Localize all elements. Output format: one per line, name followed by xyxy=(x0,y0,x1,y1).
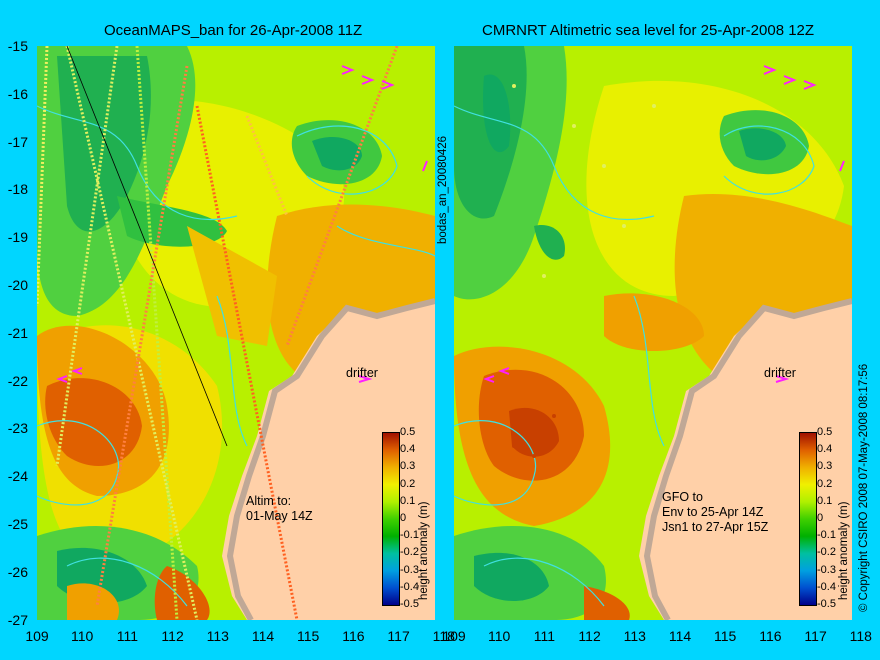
y-tick-label: -27 xyxy=(7,611,28,628)
x-tick-label: 109 xyxy=(442,628,466,644)
x-tick-label: 113 xyxy=(623,628,646,644)
y-tick-label: -18 xyxy=(7,181,28,198)
colorbar-tick-label: -0.5 xyxy=(400,598,419,610)
colorbar-tick-label: 0.1 xyxy=(817,494,833,507)
x-tick-label: 115 xyxy=(714,628,737,644)
y-tick-label: -23 xyxy=(7,420,28,437)
right-colorbar-label: height anomaly (m) xyxy=(838,501,850,600)
x-tick-label: 117 xyxy=(387,628,410,644)
left-map-panel xyxy=(37,46,435,620)
colorbar-tick-label: 0.4 xyxy=(400,443,416,456)
y-tick-label: -24 xyxy=(7,468,28,485)
y-tick-label: -26 xyxy=(7,563,28,580)
colorbar-tick-label: 0.2 xyxy=(817,477,833,490)
colorbar-tick-label: 0.3 xyxy=(400,460,416,473)
x-tick-label: 111 xyxy=(533,628,556,644)
x-tick-label: 113 xyxy=(206,628,229,644)
x-tick-label: 114 xyxy=(251,628,275,644)
colorbar-tick-label: 0.5 xyxy=(400,426,416,438)
x-tick-label: 115 xyxy=(297,628,320,644)
x-tick-label: 110 xyxy=(488,628,511,644)
x-tick-label: 117 xyxy=(804,628,827,644)
colorbar-tick-label: 0.2 xyxy=(400,477,416,490)
left-colorbar-label: height anomaly (m) xyxy=(418,501,430,600)
colorbar-tick-label: 0 xyxy=(400,512,407,524)
colorbar-tick-label: -0.3 xyxy=(817,563,836,576)
colorbar-tick-label: -0.5 xyxy=(817,598,836,610)
y-tick-label: -16 xyxy=(7,85,28,102)
x-tick-label: 110 xyxy=(71,628,94,644)
colorbar-tick-label: 0 xyxy=(817,512,824,524)
colorbar-tick-label: -0.2 xyxy=(400,546,419,559)
right-drifter-label: drifter xyxy=(764,366,796,380)
colorbar-tick-label: -0.1 xyxy=(400,529,419,542)
colorbar-tick-label: -0.4 xyxy=(817,580,836,593)
left-altimetry-note: Altim to: 01-May 14Z xyxy=(246,494,313,523)
right-map-title: CMRNRT Altimetric sea level for 25-Apr-2… xyxy=(482,22,815,39)
x-tick-label: 111 xyxy=(116,628,139,644)
x-tick-label: 114 xyxy=(668,628,692,644)
y-tick-label: -17 xyxy=(7,133,28,150)
right-map-panel xyxy=(454,46,852,620)
colorbar-tick-label: -0.4 xyxy=(400,580,419,593)
x-tick-label: 116 xyxy=(342,628,365,644)
left-colorbar xyxy=(382,432,400,606)
colorbar-tick-label: -0.2 xyxy=(817,546,836,559)
y-tick-label: -22 xyxy=(7,372,28,389)
center-dataset-label: bodas_an_20080426 xyxy=(437,135,449,244)
y-tick-label: -25 xyxy=(7,516,28,532)
colorbar-tick-label: -0.1 xyxy=(817,529,836,542)
x-tick-label: 109 xyxy=(25,628,49,644)
colorbar-tick-label: 0.3 xyxy=(817,460,833,473)
x-tick-label: 112 xyxy=(578,628,601,644)
x-tick-label: 112 xyxy=(161,628,184,644)
right-colorbar xyxy=(799,432,817,606)
x-tick-label: 118 xyxy=(432,628,455,644)
colorbar-tick-label: -0.3 xyxy=(400,563,419,576)
y-tick-label: -20 xyxy=(7,277,28,293)
colorbar-tick-label: 0.1 xyxy=(400,494,416,507)
right-satellite-note: GFO to Env to 25-Apr 14Z Jsn1 to 27-Apr … xyxy=(662,490,769,534)
copyright-label: © Copyright CSIRO 2008 07-May-2008 08:17… xyxy=(858,363,870,612)
colorbar-tick-label: 0.4 xyxy=(817,443,833,456)
y-tick-label: -19 xyxy=(7,229,28,246)
y-tick-label: -15 xyxy=(7,38,28,54)
x-tick-label: 116 xyxy=(759,628,782,644)
x-tick-label: 118 xyxy=(849,628,872,644)
left-drifter-label: drifter xyxy=(346,366,378,380)
y-tick-label: -21 xyxy=(7,324,28,341)
left-map-title: OceanMAPS_ban for 26-Apr-2008 11Z xyxy=(104,22,363,39)
colorbar-tick-label: 0.5 xyxy=(817,426,833,438)
